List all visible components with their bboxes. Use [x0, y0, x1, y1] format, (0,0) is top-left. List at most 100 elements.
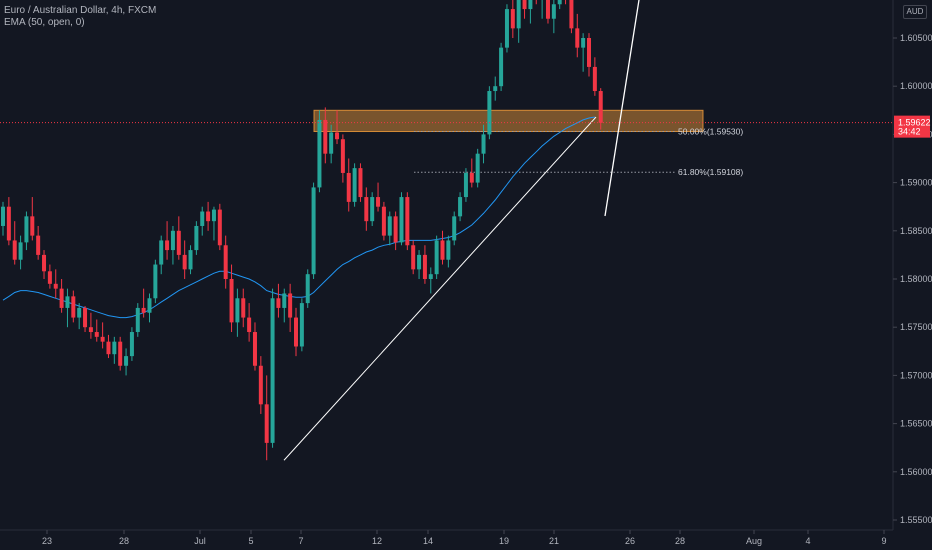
candle-body — [340, 139, 345, 173]
candle — [247, 303, 252, 342]
candle — [53, 269, 58, 299]
candle-body — [188, 250, 193, 270]
candle — [77, 303, 82, 330]
candle-body — [135, 307, 140, 333]
candle — [311, 182, 316, 279]
candle — [510, 0, 515, 38]
candle-body — [299, 303, 304, 347]
candle — [376, 182, 381, 212]
candle-body — [182, 254, 187, 270]
candle — [499, 42, 504, 92]
candle-body — [276, 298, 281, 308]
candle-body — [147, 298, 152, 313]
ascending-trendline[interactable] — [283, 116, 597, 461]
candle — [575, 13, 580, 58]
candle-body — [528, 0, 533, 10]
candle — [581, 33, 586, 72]
candle-body — [364, 197, 369, 222]
chart-legend[interactable]: Euro / Australian Dollar, 4h, FXCM EMA (… — [4, 5, 156, 29]
candle-body — [598, 91, 603, 123]
candle — [522, 0, 527, 19]
indicator-label[interactable]: EMA (50, open, 0) — [4, 17, 85, 28]
candle — [411, 240, 416, 275]
candle-body — [6, 206, 11, 241]
candle-body — [129, 332, 134, 357]
candle — [100, 322, 105, 349]
candle-body — [176, 230, 181, 255]
time-tick-label: 4 — [805, 536, 810, 546]
candle — [200, 206, 205, 236]
candle — [12, 221, 17, 265]
candle — [241, 288, 246, 328]
candle-body — [522, 0, 527, 10]
time-tick-label: 23 — [42, 536, 52, 546]
candle — [592, 57, 597, 96]
candle-body — [581, 38, 586, 48]
candle — [112, 336, 117, 364]
price-tick-label: 1.58500 — [900, 226, 932, 236]
candle-body — [469, 172, 474, 183]
candle — [106, 334, 111, 359]
candle-body — [83, 307, 88, 328]
fib-level-label: 61.80%(1.59108) — [678, 167, 743, 177]
candle-body — [335, 132, 340, 140]
candle — [217, 203, 222, 251]
candle-body — [475, 153, 480, 183]
candle — [387, 211, 392, 246]
candle-body — [487, 91, 492, 135]
time-tick-label: 7 — [298, 536, 303, 546]
candle — [569, 0, 574, 34]
price-tag-background — [894, 115, 930, 138]
support-resistance-zone[interactable] — [313, 109, 704, 133]
ema-layer — [2, 116, 595, 319]
candle-body — [106, 341, 111, 355]
candle-body — [24, 216, 29, 243]
time-tick-label: Aug — [746, 536, 762, 546]
candle — [258, 356, 263, 414]
candle-body — [510, 9, 515, 29]
bar-countdown: 34:42 — [898, 127, 921, 137]
drawings-layer[interactable] — [283, 0, 663, 461]
candle-body — [592, 66, 597, 92]
fibonacci-layer[interactable]: -27.20%(1.62287)0.00%(1.61316)50.00%(1.5… — [414, 0, 746, 177]
projection-arrow[interactable] — [604, 0, 660, 217]
candle-body — [100, 336, 105, 342]
candle — [118, 336, 123, 371]
time-tick-label: 28 — [675, 536, 685, 546]
candle — [294, 307, 298, 357]
candle — [30, 197, 35, 241]
candle — [288, 283, 293, 333]
candle-body — [36, 235, 41, 255]
candle-body — [446, 240, 451, 260]
candle — [358, 163, 363, 202]
current-price-value: 1.59622 — [898, 118, 931, 128]
symbol-title[interactable]: Euro / Australian Dollar, 4h, FXCM — [4, 5, 157, 16]
candle — [557, 0, 562, 10]
price-tick-label: 1.55500 — [900, 515, 932, 525]
price-tick-label: 1.59000 — [900, 178, 932, 188]
currency-badge[interactable]: AUD — [903, 5, 927, 19]
candle — [36, 225, 41, 260]
candle — [370, 192, 375, 226]
candle-body — [30, 216, 35, 236]
candle — [399, 192, 404, 246]
candle — [165, 221, 170, 260]
candle — [59, 279, 64, 313]
candle-body — [47, 271, 52, 284]
candle — [182, 240, 187, 279]
candle-body — [258, 365, 263, 405]
candle — [305, 269, 310, 308]
candle-body — [358, 168, 363, 198]
candle-body — [545, 0, 550, 19]
candle — [452, 211, 457, 246]
time-tick-label: 26 — [625, 536, 635, 546]
candle — [299, 298, 304, 352]
candle-body — [317, 119, 322, 188]
candle-body — [551, 4, 556, 19]
time-tick-label: 12 — [372, 536, 382, 546]
price-axis[interactable] — [893, 0, 932, 550]
